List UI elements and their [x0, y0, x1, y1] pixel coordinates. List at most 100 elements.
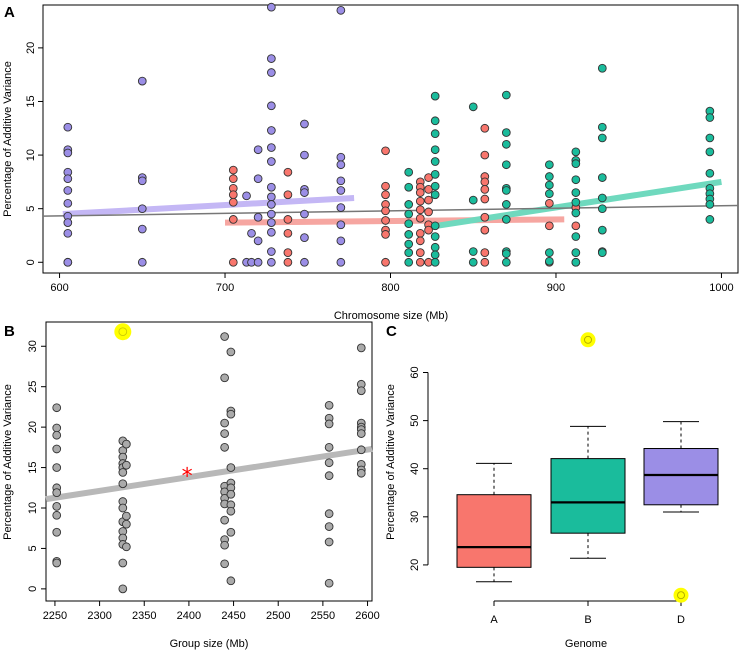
panel-a-point-A [283, 190, 293, 200]
panel-b-point [324, 578, 334, 588]
panel-a-point-B [404, 219, 414, 229]
panel-a-point-D [300, 188, 309, 197]
panel-a-point-B [597, 248, 607, 257]
panel-b: B 2250 2300 2350 2400 2450 2500 2550 2600 0 5 10 15… [2, 321, 380, 650]
panel-c-box-D [643, 421, 719, 513]
panel-a-point-B [705, 168, 715, 178]
panel-a-point-B [705, 215, 715, 224]
panel-b-point [226, 527, 236, 537]
panel-a-point-D [267, 192, 276, 202]
panel-a-point-D [267, 218, 276, 227]
panel-a-point-B [404, 167, 414, 177]
panel-a-point-D [336, 220, 346, 230]
panel-a-point-B [468, 195, 478, 205]
panel-c-x-tick-label: B [584, 614, 591, 626]
panel-b-point [122, 511, 131, 521]
panel-a-point-A [415, 228, 425, 238]
panel-a-point-D [267, 257, 276, 267]
panel-a-point-B [545, 172, 554, 181]
panel-a-point-B [430, 145, 440, 155]
panel-a-point-D [247, 228, 256, 238]
panel-a-point-D [336, 176, 346, 186]
panel-a-point-B [430, 232, 440, 241]
panel-b-point [226, 409, 236, 419]
panel-a-point-D [336, 257, 346, 267]
panel-a-point-A [480, 257, 490, 267]
panel-a-point-D [137, 257, 147, 267]
panel-b-point [324, 442, 334, 452]
panel-b-x-tick-label: 2550 [311, 610, 335, 622]
panel-a-point-B [705, 147, 715, 157]
panel-a-point-B [545, 248, 554, 257]
panel-b-point [220, 515, 229, 525]
panel-a-trendline-D [62, 194, 355, 218]
panel-a-point-A [480, 212, 490, 222]
panel-b-point [220, 540, 229, 550]
panel-a-point-A [283, 257, 293, 267]
panel-a-point-B [430, 116, 440, 126]
panel-b-point [220, 332, 229, 341]
panel-a-point-B [501, 186, 511, 195]
panel-a-point-D [267, 200, 276, 209]
panel-b-point [118, 584, 128, 594]
panel-a-point-A [228, 215, 238, 224]
panel-a-point-A [415, 257, 425, 267]
panel-b-x-tick-label: 2400 [177, 610, 201, 622]
panel-a-point-B [468, 102, 478, 112]
panel-b-point [324, 471, 334, 481]
panel-b-point [356, 386, 366, 396]
panel-b-point [324, 522, 334, 531]
panel-b-point [52, 558, 62, 568]
panel-b-point [220, 418, 229, 428]
panel-a-point-B [430, 170, 440, 179]
panel-a-point-A [545, 221, 554, 231]
panel-a-point-D [267, 143, 276, 152]
panel-b-point [118, 503, 128, 513]
panel-a-point-D [63, 228, 73, 238]
panel-b-mean-marker: * [182, 465, 193, 490]
panel-b-y-axis-title: Percentage of Additive Variance [2, 384, 14, 540]
panel-b-y-tick-label: 30 [27, 340, 39, 352]
panel-a-point-B [545, 180, 554, 190]
panel-a-point-D [267, 2, 276, 12]
panel-a-point-D [300, 233, 309, 242]
panel-a-point-A [480, 123, 490, 133]
panel-b-point [324, 400, 334, 410]
panel-b-point [118, 479, 128, 489]
panel-a-point-B [545, 189, 554, 199]
panel-a-point-A [480, 150, 490, 160]
panel-a-point-B [404, 200, 414, 209]
panel-a-point-B [430, 181, 440, 191]
panel-b-point [226, 489, 236, 499]
panel-a-point-B [430, 190, 440, 200]
panel-a-point-B [430, 157, 440, 166]
panel-a-point-A [381, 216, 390, 225]
panel-b-point [324, 458, 334, 468]
panel-a-letter: A [4, 4, 15, 21]
panel-b-point [52, 444, 62, 454]
panel-b-x-tick-label: 2450 [221, 610, 245, 622]
panel-a-point-D [267, 101, 276, 111]
panel-b-point [122, 542, 131, 552]
panel-a-point-D [267, 68, 276, 77]
panel-a-point-D [253, 174, 263, 184]
panel-a-point-B [430, 129, 440, 138]
panel-b-point [324, 537, 334, 547]
panel-b-y-tick-label: 20 [27, 421, 39, 433]
panel-a-point-D [137, 224, 147, 234]
panel-c-y-tick-label: 50 [409, 414, 421, 426]
panel-b-point [122, 439, 131, 449]
panel-a-point-B [571, 208, 581, 218]
panel-a-point-D [267, 182, 276, 192]
panel-c-y-axis-title: Percentage of Additive Variance [385, 384, 397, 540]
panel-a-point-A [545, 198, 554, 208]
panel-a-point-D [63, 148, 73, 158]
panel-c-outlier-point [677, 591, 685, 600]
panel-c-outlier-halo [673, 587, 689, 603]
panel-b-x-tick-label: 2350 [132, 610, 156, 622]
panel-b-point [356, 445, 366, 455]
panel-a-point-D [267, 227, 276, 237]
panel-a-point-A [480, 248, 490, 257]
panel-a-point-A [415, 188, 425, 197]
